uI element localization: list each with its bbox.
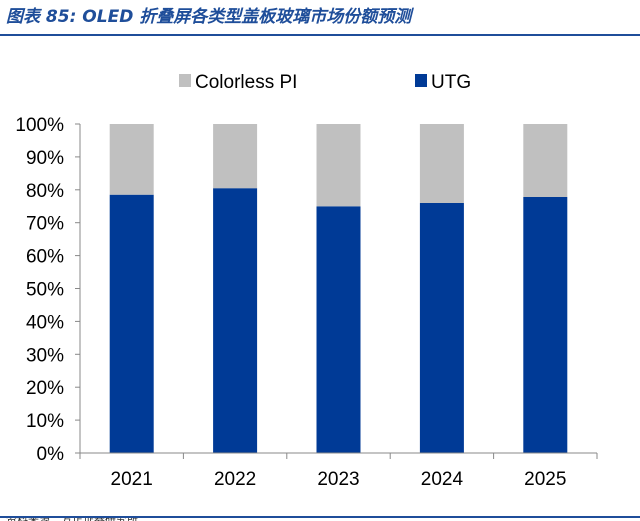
y-tick-label-100: 100% [15,115,64,136]
legend-label-colorless-pi: Colorless PI [195,72,297,93]
bar-colorless-pi-2021 [109,124,154,195]
bar-group [109,124,568,454]
y-tick-label-80: 80% [26,181,64,202]
y-tick-label-70: 70% [26,214,64,235]
legend-swatch-colorless-pi [179,74,191,87]
bottom-divider [0,516,640,518]
bar-colorless-pi-2025 [523,124,568,197]
bar-colorless-pi-2022 [213,124,258,189]
figure-title: 图表 85: OLED 折叠屏各类型盖板玻璃市场份额预测 [6,7,412,27]
y-tick-label-40: 40% [26,312,64,333]
y-tick-label-50: 50% [26,280,64,301]
x-tick-label-2023: 2023 [317,469,359,490]
title-divider [0,34,640,36]
y-tick-label-60: 60% [26,247,64,268]
y-tick-label-30: 30% [26,345,64,366]
legend-swatch-utg [415,74,427,87]
chart-legend: Colorless PI UTG [179,72,471,93]
chart-axes: 2021 2022 2023 2024 2025 0% 10% 20% 30% 40% 50% 60%… [15,115,598,490]
x-tick-label-2021: 2021 [111,469,153,490]
bar-colorless-pi-2023 [316,124,361,207]
y-tick-label-90: 90% [26,148,64,169]
y-tick-label-20: 20% [26,378,64,399]
x-tick-label-2025: 2025 [524,469,566,490]
source-note: 资料来源：方正证券研究所 [6,518,138,521]
bar-colorless-pi-2024 [419,124,464,203]
y-tick-label-10: 10% [26,411,64,432]
y-tick-label-0: 0% [37,444,65,465]
bar-utg-2023 [316,206,361,454]
legend-label-utg: UTG [431,72,471,93]
bar-utg-2025 [523,197,568,453]
bar-utg-2024 [419,203,464,453]
x-tick-label-2024: 2024 [421,469,464,490]
bar-utg-2021 [109,194,154,453]
bar-utg-2022 [213,188,258,453]
x-tick-label-2022: 2022 [214,469,256,490]
